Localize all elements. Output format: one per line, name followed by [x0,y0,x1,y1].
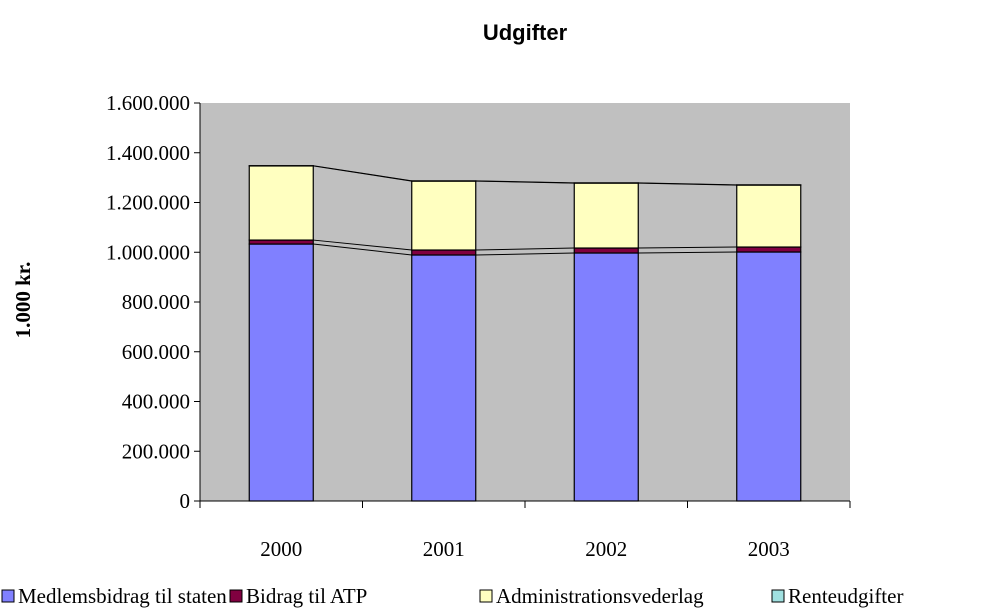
legend-label: Bidrag til ATP [246,584,367,608]
y-tick-label: 800.000 [122,290,190,314]
series-line [475,180,575,184]
y-tick-label: 1.600.000 [106,91,190,115]
y-tick-label: 0 [180,489,191,513]
legend-label: Administrationsvederlag [496,584,704,608]
x-tick-label: 2002 [585,537,627,561]
y-tick-label: 1.200.000 [106,191,190,215]
series-line [475,252,575,256]
y-tick-label: 600.000 [122,340,190,364]
bar-segment [248,165,314,241]
bar-segment [573,252,639,502]
y-tick-label: 1.400.000 [106,141,190,165]
series-line [313,165,412,182]
bar-segment [411,249,477,256]
y-tick-label: 1.000.000 [106,240,190,264]
chart-title: Udgifter [483,20,568,45]
bar-segment [573,182,639,249]
bar-segment [248,243,314,502]
x-tick-label: 2001 [423,537,465,561]
series-line [638,246,737,249]
bar-segment [573,247,639,254]
series-line [313,239,412,251]
legend-swatch [771,589,785,603]
x-tick-label: 2003 [748,537,790,561]
y-tick-label: 400.000 [122,390,190,414]
bar-segment [411,180,477,251]
legend-swatch [229,589,243,603]
legend-label: Renteudgifter [788,584,903,608]
bar-segment [736,251,802,502]
x-tick-label: 2000 [260,537,302,561]
y-tick-label: 200.000 [122,439,190,463]
legend-swatch [1,589,15,603]
series-line [638,182,737,186]
bar-segment [736,246,802,253]
bar-segment [411,254,477,502]
series-line [638,251,737,254]
legend-swatch [479,589,493,603]
bar-segment [736,184,802,248]
series-line [475,247,575,251]
legend-label: Medlemsbidrag til staten [18,584,227,608]
series-line [313,243,412,256]
y-axis-label: 1.000 kr. [11,262,35,339]
